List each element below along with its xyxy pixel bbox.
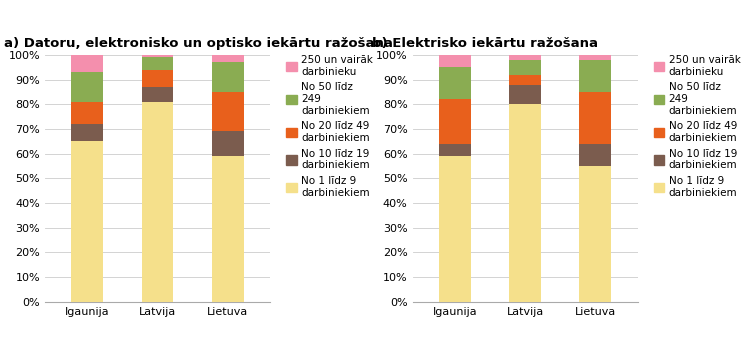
Bar	[439, 55, 470, 67]
Bar	[212, 92, 244, 131]
Bar	[212, 131, 244, 156]
Bar	[439, 144, 470, 156]
Bar	[509, 60, 541, 75]
Legend: 250 un vairāk
darbinieku, No 50 līdz
249
darbiniekiem, No 20 līdz 49
darbiniekie: 250 un vairāk darbinieku, No 50 līdz 249…	[286, 55, 373, 198]
Legend: 250 un vairāk
darbinieku, No 50 līdz
249
darbiniekiem, No 20 līdz 49
darbiniekie: 250 un vairāk darbinieku, No 50 līdz 249…	[654, 55, 740, 198]
Bar	[71, 102, 103, 124]
Bar	[580, 55, 611, 60]
Bar	[580, 166, 611, 302]
Bar	[142, 102, 173, 302]
Text: b) Elektrisko iekārtu ražošana: b) Elektrisko iekārtu ražošana	[372, 37, 598, 49]
Bar	[71, 141, 103, 302]
Bar	[439, 99, 470, 144]
Bar	[71, 124, 103, 141]
Bar	[212, 62, 244, 92]
Bar	[142, 57, 173, 70]
Bar	[509, 84, 541, 104]
Bar	[142, 55, 173, 57]
Bar	[71, 55, 103, 72]
Bar	[580, 92, 611, 144]
Text: a) Datoru, elektronisko un optisko iekārtu ražošana: a) Datoru, elektronisko un optisko iekār…	[4, 37, 393, 49]
Bar	[212, 55, 244, 62]
Bar	[212, 156, 244, 302]
Bar	[142, 70, 173, 87]
Bar	[509, 75, 541, 84]
Bar	[439, 156, 470, 302]
Bar	[580, 60, 611, 92]
Bar	[580, 144, 611, 166]
Bar	[71, 72, 103, 102]
Bar	[439, 67, 470, 99]
Bar	[142, 87, 173, 102]
Bar	[509, 55, 541, 60]
Bar	[509, 104, 541, 302]
